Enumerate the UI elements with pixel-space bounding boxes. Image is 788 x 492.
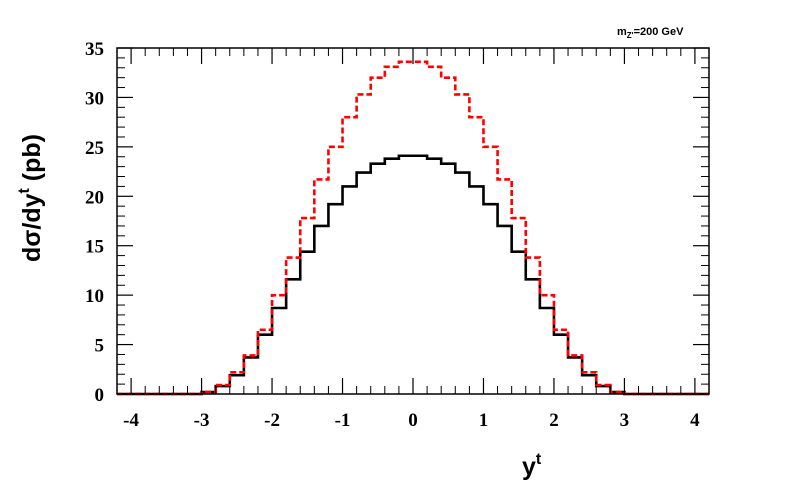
axes-layer: -4 -3 -2 -1 0 1 2 3 4 0 5 10 15 20 25 30 35 bbox=[85, 39, 710, 431]
x-axis-title-main: y bbox=[522, 453, 536, 481]
x-tick-label: 0 bbox=[408, 410, 418, 431]
series-2-line bbox=[117, 60, 709, 396]
y-tick-label: 35 bbox=[85, 39, 104, 60]
plot-frame bbox=[116, 47, 710, 395]
annotation-sub: Z' bbox=[627, 31, 634, 40]
y-tick-label: 20 bbox=[85, 187, 104, 208]
y-tick-label: 10 bbox=[85, 286, 104, 307]
y-tick-label: 5 bbox=[95, 336, 105, 357]
x-axis-title: yt bbox=[522, 451, 542, 481]
y-tick-label: 30 bbox=[85, 88, 104, 109]
x-tick-label: 1 bbox=[479, 410, 489, 431]
series-1-line bbox=[117, 154, 709, 396]
annotation-main: m bbox=[617, 26, 627, 38]
x-tick-label: -1 bbox=[335, 410, 351, 431]
annotation: mZ'=200 GeV bbox=[617, 26, 684, 40]
series-layer bbox=[117, 60, 709, 396]
x-tick-label: -2 bbox=[264, 410, 280, 431]
y-axis-title-pre: dσ/dy bbox=[18, 193, 46, 262]
y-axis-title-sup: t bbox=[16, 188, 33, 194]
y-tick-label: 15 bbox=[85, 237, 104, 258]
y-tick-label: 0 bbox=[95, 385, 105, 406]
y-axis-title-post: (pb) bbox=[18, 134, 46, 188]
x-tick-label: 3 bbox=[620, 410, 630, 431]
x-tick-label: -4 bbox=[123, 410, 139, 431]
annotation-rest: =200 GeV bbox=[634, 26, 685, 38]
x-tick-label: -3 bbox=[194, 410, 210, 431]
y-axis-title: dσ/dyt (pb) bbox=[16, 134, 46, 262]
y-tick-label: 25 bbox=[85, 138, 104, 159]
x-axis-title-sup: t bbox=[536, 451, 542, 468]
x-tick-label: 2 bbox=[549, 410, 559, 431]
x-tick-label: 4 bbox=[690, 410, 700, 431]
